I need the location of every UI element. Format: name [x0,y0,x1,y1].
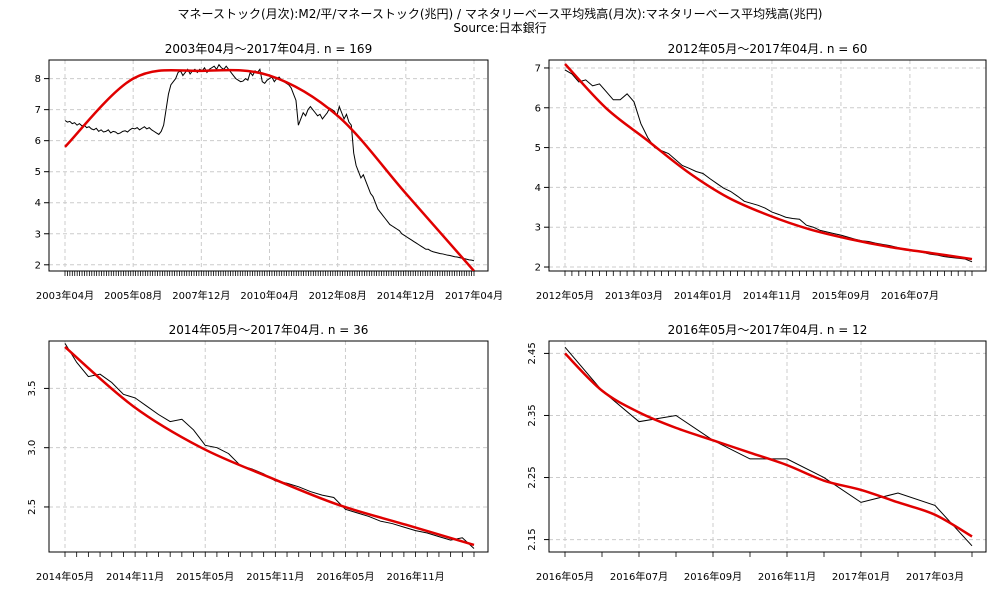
x-tick-label: 2012年05月 [536,289,594,302]
x-tick-label: 2015年09月 [812,289,870,302]
y-tick-label: 3.0 [27,440,38,456]
x-tick-label: 2016年09月 [684,570,742,583]
x-tick-label: 2014年01月 [674,289,732,302]
plot-border [548,59,987,272]
panel-title: 2014年05月～2017年04月. n = 36 [169,323,369,337]
y-tick-label: 2 [535,263,541,274]
y-tick-label: 2.45 [527,342,538,364]
x-tick-label: 2014年11月 [743,289,801,302]
x-tick-label: 2005年08月 [104,289,162,302]
x-tick-label: 2014年12月 [377,289,435,302]
y-tick-label: 2.35 [527,404,538,426]
x-tick-label: 2016年11月 [386,570,444,583]
y-tick-label: 5 [35,167,41,178]
panel-4: 2016年05月～2017年04月. n = 12 2.15 2.25 2.35 2.4… [527,323,987,583]
y-tick-label: 5 [535,143,541,154]
y-tick-label: 8 [35,74,41,85]
y-tick-label: 6 [535,103,541,114]
x-tick-label: 2014年11月 [106,570,164,583]
y-tick-label: 4 [35,198,41,209]
panel-title: 2003年04月～2017年04月. n = 169 [165,42,372,56]
plot-border [48,59,489,272]
x-tick-label: 2015年11月 [246,570,304,583]
fit-line [64,68,475,271]
y-tick-label: 4 [535,183,541,194]
x-tick-label: 2010年04月 [240,289,298,302]
fit-line [564,63,973,261]
main-title: マネーストック(月次):M2/平/マネーストック(兆円) / マネタリーベース平… [177,7,823,21]
plot-border [548,340,987,553]
panel-title: 2016年05月～2017年04月. n = 12 [668,323,868,337]
y-tick-label: 7 [35,105,41,116]
x-tick-label: 2014年05月 [36,570,94,583]
source-label: Source:日本銀行 [453,21,547,35]
x-tick-label: 2017年04月 [445,289,503,302]
data-line [64,343,475,549]
x-tick-label: 2016年11月 [758,570,816,583]
data-line [564,69,973,263]
plot-border [48,340,489,553]
y-tick-label: 6 [35,136,41,147]
y-tick-label: 2 [35,260,41,271]
panel-3: 2014年05月～2017年04月. n = 36 2.5 3.0 3.5 2014年0… [27,323,489,583]
x-tick-label: 2016年07月 [610,570,668,583]
data-line [564,346,973,547]
x-tick-label: 2013年03月 [605,289,663,302]
data-line [64,63,475,262]
panel-1: 2003年04月～2017年04月. n = 169 2 3 4 5 6 7 8 2003年04… [35,42,503,302]
fit-line [64,345,475,547]
x-tick-label: 2017年03月 [906,570,964,583]
panel-2: 2012年05月～2017年04月. n = 60 2 3 4 5 6 7 2012年05月 2… [535,42,987,302]
x-tick-label: 2012年08月 [309,289,367,302]
y-tick-label: 3 [35,229,41,240]
x-tick-label: 2017年01月 [832,570,890,583]
panel-title: 2012年05月～2017年04月. n = 60 [668,42,868,56]
fit-line [564,352,973,538]
y-tick-label: 2.25 [527,466,538,488]
y-tick-label: 7 [535,63,541,74]
x-tick-label: 2003年04月 [36,289,94,302]
y-tick-label: 3.5 [27,380,38,396]
y-tick-label: 3 [535,223,541,234]
x-tick-label: 2015年05月 [176,570,234,583]
y-tick-label: 2.5 [27,499,38,515]
x-tick-label: 2016年05月 [536,570,594,583]
y-tick-label: 2.15 [527,528,538,550]
x-tick-label: 2016年07月 [881,289,939,302]
x-tick-label: 2007年12月 [172,289,230,302]
x-tick-label: 2016年05月 [316,570,374,583]
